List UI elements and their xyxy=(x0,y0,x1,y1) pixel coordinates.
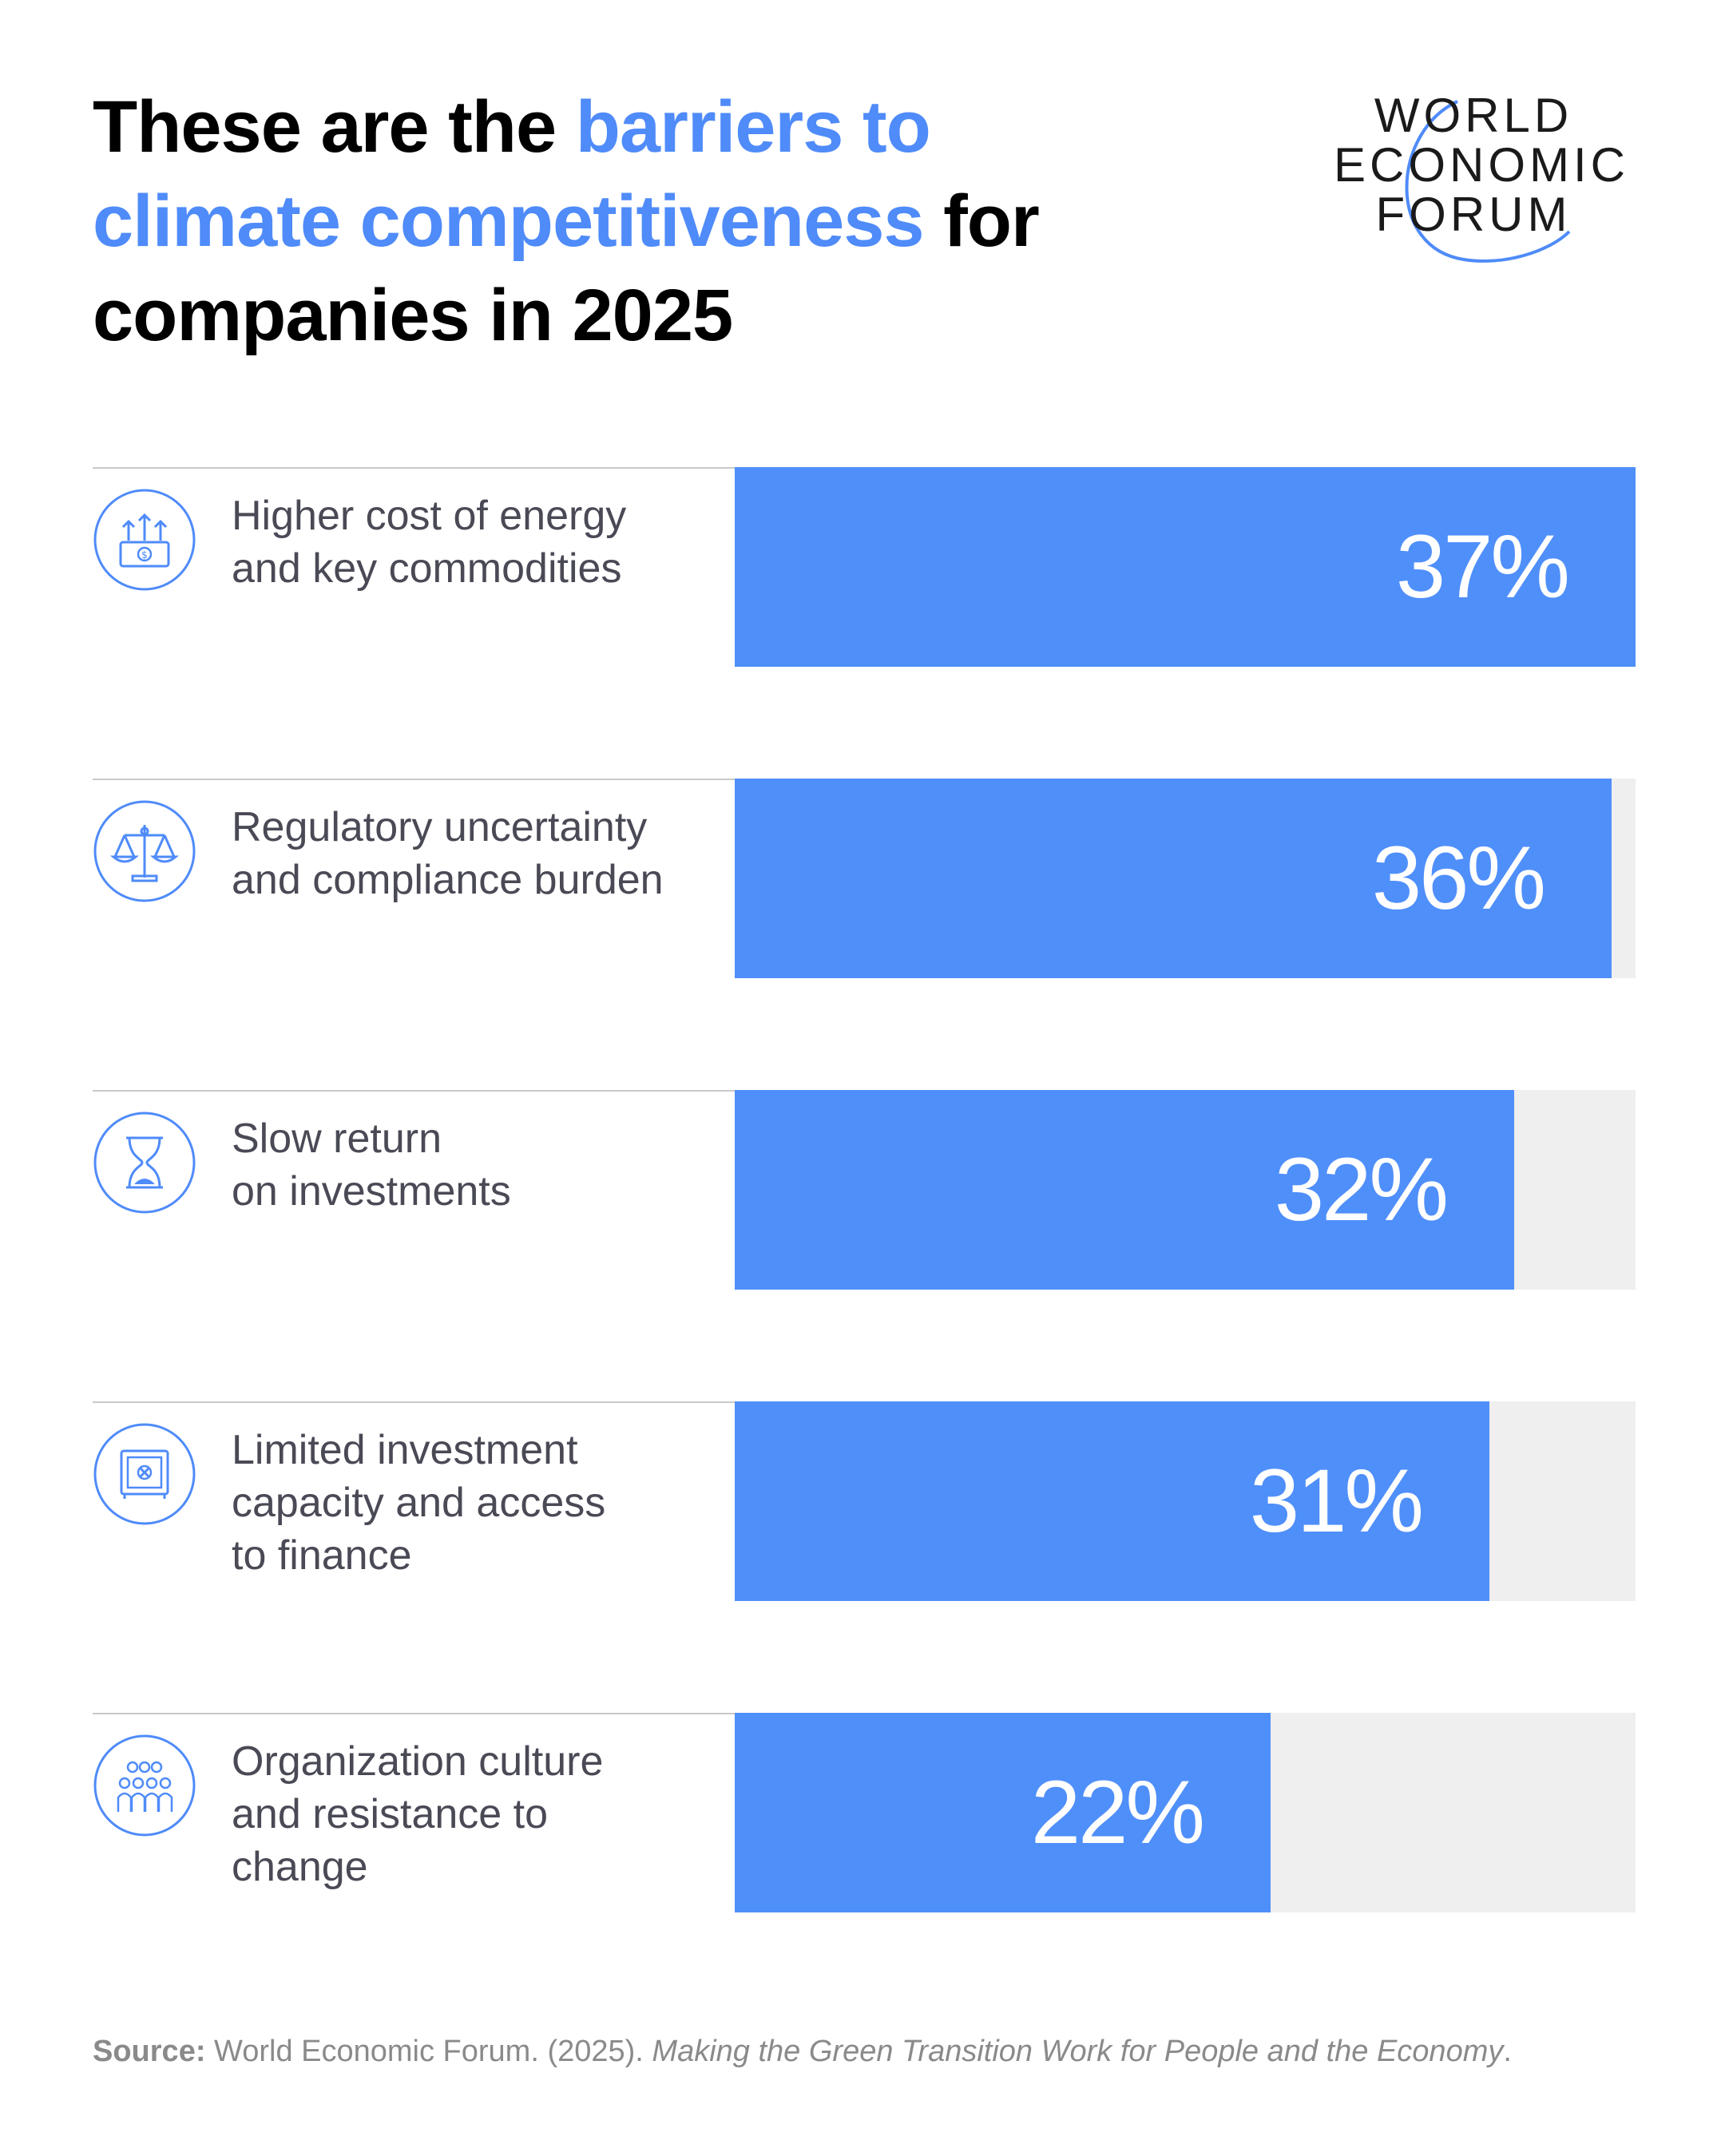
chart-row: Regulatory uncertainty and compliance bur… xyxy=(93,779,1636,978)
chart-row: Organization culture and resistance to cha… xyxy=(93,1713,1636,1912)
chart-row: $ Higher cost of energy and key commoditie… xyxy=(93,467,1636,667)
source-end: . xyxy=(1503,2035,1512,2068)
bar-value-label: 31% xyxy=(1249,1451,1424,1551)
title-accent: barriers to climate competitiveness xyxy=(93,86,931,262)
bar-value-label: 36% xyxy=(1371,828,1546,928)
chart-row: Limited investment capacity and access to … xyxy=(93,1401,1636,1601)
category-label-line: and compliance burden xyxy=(232,857,664,903)
bar xyxy=(735,1713,1271,1912)
category-label-line: Regulatory uncertainty xyxy=(232,804,648,850)
source-text: World Economic Forum. (2025). xyxy=(205,2035,652,2068)
source-title: Making the Green Transition Work for Peo… xyxy=(652,2035,1504,2068)
bar xyxy=(735,467,1636,667)
row-divider xyxy=(93,1401,736,1403)
money-arrows-icon: $ xyxy=(93,488,196,592)
row-divider xyxy=(93,779,736,780)
category-label-line: Limited investment xyxy=(232,1427,578,1473)
logo-line-2: ECONOMIC xyxy=(1334,138,1629,192)
bar xyxy=(735,1401,1489,1601)
category-label-line: capacity and access xyxy=(232,1480,606,1526)
category-label-line: on investments xyxy=(232,1168,511,1215)
bar-track: 31% xyxy=(735,1401,1636,1601)
chart-row: Slow return on investments 32% xyxy=(93,1090,1636,1290)
logo-line-3: FORUM xyxy=(1375,188,1572,241)
bar-value-label: 22% xyxy=(1030,1762,1205,1862)
category-label-line: and key commodities xyxy=(232,545,622,592)
category-label-line: Higher cost of energy xyxy=(232,493,627,539)
bar-track: 37% xyxy=(735,467,1636,667)
logo-line-1: WORLD xyxy=(1374,89,1573,142)
logo-arc-icon xyxy=(1405,100,1571,263)
title-part-2: for companies in 2025 xyxy=(93,180,1040,356)
title-part-1: These are the xyxy=(93,86,576,168)
svg-text:$: $ xyxy=(141,549,148,561)
chart-title: These are the barriers to climate compet… xyxy=(93,80,1131,363)
row-divider xyxy=(93,467,736,469)
source-note: Source: World Economic Forum. (2025). Ma… xyxy=(93,2035,1512,2069)
bar xyxy=(735,779,1612,978)
category-label: Slow return on investments xyxy=(232,1112,727,1218)
bar-value-label: 32% xyxy=(1274,1139,1449,1239)
source-label: Source: xyxy=(93,2035,206,2068)
category-label-line: change xyxy=(232,1844,368,1890)
wef-logo: WORLD ECONOMIC FORUM xyxy=(1322,84,1641,283)
category-label: Organization culture and resistance to cha… xyxy=(232,1735,727,1893)
category-label: Limited investment capacity and access to … xyxy=(232,1424,727,1582)
category-label-line: to finance xyxy=(232,1532,412,1579)
group-people-icon xyxy=(93,1734,196,1837)
safe-icon xyxy=(93,1422,196,1526)
bar-value-label: 37% xyxy=(1395,517,1570,616)
category-label: Higher cost of energy and key commodities xyxy=(232,489,727,595)
category-label-line: Organization culture xyxy=(232,1738,604,1785)
category-label: Regulatory uncertainty and compliance bur… xyxy=(232,801,727,906)
bar-track: 22% xyxy=(735,1713,1636,1912)
bar xyxy=(735,1090,1514,1290)
scales-icon xyxy=(93,799,196,903)
row-divider xyxy=(93,1090,736,1092)
category-label-line: and resistance to xyxy=(232,1791,549,1837)
bar-track: 32% xyxy=(735,1090,1636,1290)
bar-track: 36% xyxy=(735,779,1636,978)
hourglass-icon xyxy=(93,1111,196,1215)
row-divider xyxy=(93,1713,736,1714)
category-label-line: Slow return xyxy=(232,1116,442,1162)
